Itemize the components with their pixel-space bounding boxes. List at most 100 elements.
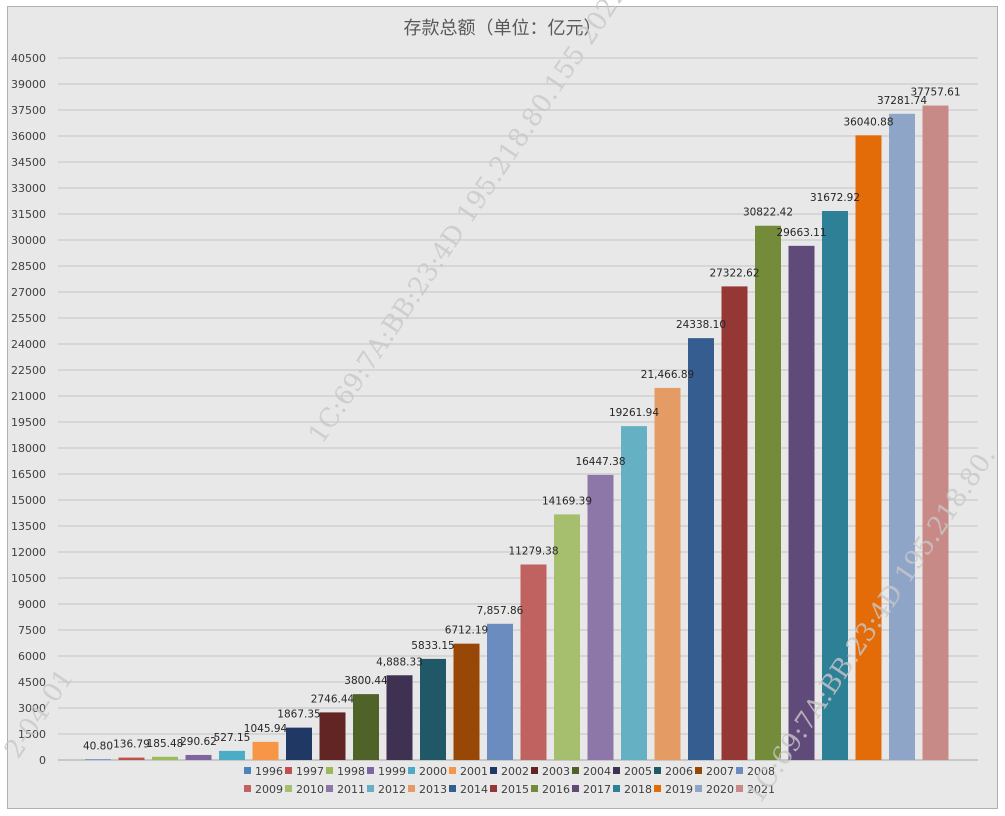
- y-tick-label: 3000: [18, 702, 46, 715]
- data-label-2021: 37757.61: [910, 87, 960, 99]
- legend-label-2017: 2017: [583, 783, 611, 796]
- y-tick-label: 34500: [11, 156, 46, 169]
- legend-label-2016: 2016: [542, 783, 570, 796]
- y-tick-label: 28500: [11, 260, 46, 273]
- legend-swatch-2004: [572, 767, 579, 774]
- data-label-2015: 27322.62: [709, 267, 759, 279]
- bar-1999: [185, 754, 212, 760]
- data-label-2009: 11279.38: [508, 545, 558, 557]
- chart-title: 存款总额（单位：亿元）: [403, 18, 602, 39]
- data-label-2002: 1867.35: [277, 709, 320, 721]
- bar-2004: [353, 694, 379, 760]
- legend-label-2013: 2013: [419, 783, 447, 796]
- legend-label-2000: 2000: [419, 765, 447, 778]
- legend-label-2015: 2015: [501, 783, 529, 796]
- watermark-text: 1C:69:7A:BB:23:4D 195.218.80.155 2022-04…: [303, 0, 671, 449]
- y-tick-label: 33000: [11, 182, 46, 195]
- bar-2011: [587, 474, 614, 760]
- legend-label-2014: 2014: [460, 783, 488, 796]
- data-label-2011: 16447.38: [575, 456, 625, 468]
- y-tick-label: 12000: [11, 546, 46, 559]
- legend-label-2001: 2001: [460, 765, 488, 778]
- legend-swatch-1999: [367, 767, 374, 774]
- legend-label-2012: 2012: [378, 783, 406, 796]
- bar-2012: [621, 426, 647, 760]
- data-label-2010: 14169.39: [542, 495, 592, 507]
- legend-swatch-2007: [695, 767, 702, 774]
- legend-label-2008: 2008: [747, 765, 775, 778]
- legend-label-2007: 2007: [706, 765, 734, 778]
- data-label-2000: 527.15: [214, 732, 251, 744]
- legend-label-1997: 1997: [296, 765, 324, 778]
- data-label-2004: 3800.44: [344, 675, 388, 687]
- data-label-2018: 31672.92: [810, 192, 860, 204]
- legend-swatch-2010: [285, 785, 292, 792]
- legend-swatch-2001: [449, 767, 456, 774]
- data-label-1997: 136.79: [113, 739, 150, 751]
- legend-swatch-2008: [736, 767, 743, 774]
- legend-label-2021: 2021: [747, 783, 775, 796]
- y-tick-label: 9000: [18, 598, 46, 611]
- legend-swatch-2002: [490, 767, 497, 774]
- data-label-2014: 24338.10: [676, 319, 726, 331]
- y-axis: 0 1500 3000 4500 6000 7500 9000 10500 12000 13500…: [11, 52, 46, 767]
- legend-swatch-2006: [654, 767, 661, 774]
- bar-1998: [152, 756, 178, 760]
- legend-label-2005: 2005: [624, 765, 652, 778]
- bars: [85, 105, 949, 761]
- y-tick-label: 30000: [11, 234, 46, 247]
- legend-label-2020: 2020: [706, 783, 734, 796]
- data-label-2016: 30822.42: [743, 207, 793, 219]
- y-tick-label: 19500: [11, 416, 46, 429]
- data-label-2020: 37281.74: [877, 95, 927, 107]
- legend: 1996 1997 1998 1999 2000 2001 2002 2003 2004 2005…: [244, 765, 775, 796]
- bar-2020: [889, 113, 915, 760]
- data-label-2003: 2746.44: [311, 693, 355, 705]
- legend-swatch-2012: [367, 785, 374, 792]
- y-tick-label: 40500: [11, 52, 46, 65]
- legend-label-1999: 1999: [378, 765, 406, 778]
- legend-label-1998: 1998: [337, 765, 365, 778]
- bar-2005: [386, 675, 413, 760]
- data-label-2005: 4,888.33: [376, 656, 423, 668]
- legend-swatch-2009: [244, 785, 251, 792]
- data-label-2017: 29663.11: [776, 227, 826, 239]
- legend-swatch-2015: [490, 785, 497, 792]
- bar-2019: [855, 135, 882, 761]
- legend-label-2006: 2006: [665, 765, 693, 778]
- legend-swatch-2021: [736, 785, 743, 792]
- legend-label-2009: 2009: [255, 783, 283, 796]
- legend-swatch-2003: [531, 767, 538, 774]
- legend-swatch-2019: [654, 785, 661, 792]
- data-label-1998: 185.48: [147, 738, 184, 750]
- y-tick-label: 0: [39, 754, 46, 767]
- legend-label-2004: 2004: [583, 765, 611, 778]
- legend-label-2010: 2010: [296, 783, 324, 796]
- bar-2010: [554, 514, 580, 760]
- legend-label-2018: 2018: [624, 783, 652, 796]
- data-label-2008: 7,857.86: [477, 605, 524, 617]
- bar-1996: [85, 759, 111, 760]
- bar-2009: [520, 564, 547, 760]
- legend-swatch-2016: [531, 785, 538, 792]
- y-tick-label: 31500: [11, 208, 46, 221]
- bar-2008: [487, 623, 513, 760]
- bar-2017: [788, 245, 815, 761]
- y-tick-label: 16500: [11, 468, 46, 481]
- legend-swatch-2013: [408, 785, 415, 792]
- y-tick-label: 27000: [11, 286, 46, 299]
- bar-2007: [453, 643, 480, 760]
- legend-swatch-2014: [449, 785, 456, 792]
- data-label-1996: 40.80: [83, 740, 113, 752]
- data-label-2019: 36040.88: [843, 116, 893, 128]
- bar-2003: [319, 712, 346, 760]
- y-tick-label: 25500: [11, 312, 46, 325]
- y-tick-label: 4500: [18, 676, 46, 689]
- bar-1997: [118, 757, 145, 760]
- legend-swatch-1996: [244, 767, 251, 774]
- y-tick-label: 13500: [11, 520, 46, 533]
- y-tick-label: 37500: [11, 104, 46, 117]
- data-label-2007: 6712.19: [445, 625, 488, 637]
